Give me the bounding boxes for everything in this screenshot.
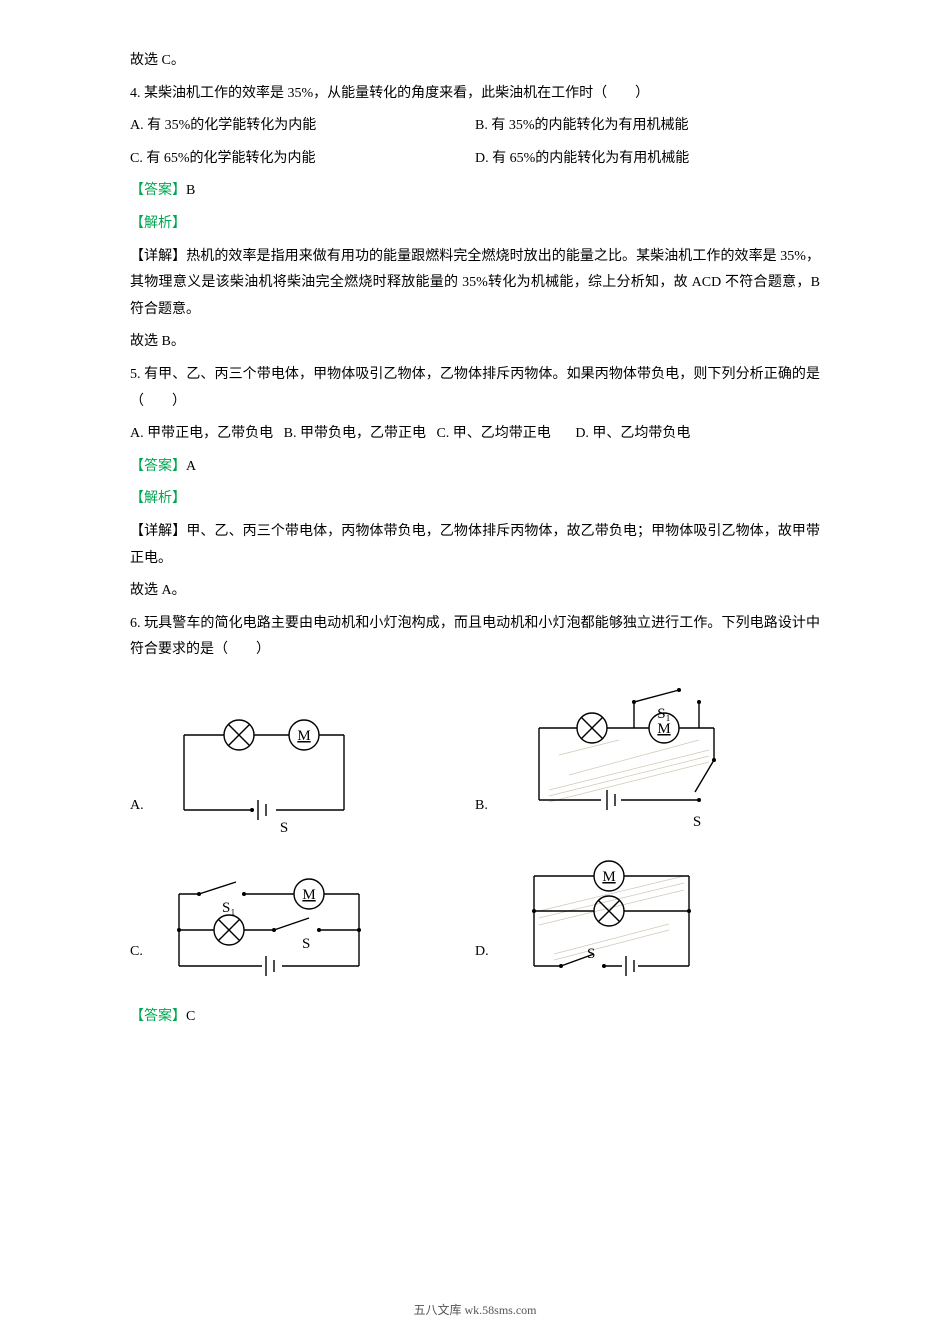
- hatch-bg: [549, 740, 709, 802]
- svg-text:S₁: S₁: [222, 900, 236, 916]
- parse-label: 【解析】: [130, 491, 186, 506]
- q5-answer: 【答案】A: [130, 454, 820, 481]
- svg-text:S: S: [302, 936, 310, 952]
- svg-text:M: M: [657, 721, 670, 737]
- answer-label: 【答案】: [130, 183, 186, 198]
- svg-text:M: M: [297, 728, 310, 744]
- svg-text:S: S: [280, 820, 288, 836]
- q4-options-row2: C. 有 65%的化学能转化为内能 D. 有 65%的内能转化为有用机械能: [130, 146, 820, 173]
- svg-text:S: S: [587, 946, 595, 962]
- circuit-a: M S: [154, 710, 374, 840]
- q4-answer-value: B: [186, 183, 195, 198]
- q5-option-c: C. 甲、乙均带正电: [436, 426, 550, 441]
- q5-parse-label: 【解析】: [130, 486, 820, 513]
- footer: 五八文库 wk.58sms.com: [0, 1299, 950, 1322]
- q5-option-d: D. 甲、乙均带负电: [575, 426, 690, 441]
- answer-label: 【答案】: [130, 1009, 186, 1024]
- q4-conclusion: 故选 B。: [130, 329, 820, 356]
- q4-option-a: A. 有 35%的化学能转化为内能: [130, 113, 475, 140]
- svg-text:M: M: [602, 869, 615, 885]
- q5-conclusion: 故选 A。: [130, 578, 820, 605]
- q5-option-a: A. 甲带正电，乙带负电: [130, 426, 273, 441]
- q4-parse-label: 【解析】: [130, 211, 820, 238]
- q4-answer: 【答案】B: [130, 178, 820, 205]
- svg-text:M: M: [302, 887, 315, 903]
- parse-label: 【解析】: [130, 216, 186, 231]
- q4-options-row1: A. 有 35%的化学能转化为内能 B. 有 35%的内能转化为有用机械能: [130, 113, 820, 140]
- q4-prompt: 4. 某柴油机工作的效率是 35%，从能量转化的角度来看，此柴油机在工作时（ ）: [130, 81, 820, 108]
- prev-conclusion: 故选 C。: [130, 48, 820, 75]
- q4-option-b: B. 有 35%的内能转化为有用机械能: [475, 113, 820, 140]
- svg-text:S: S: [693, 814, 701, 830]
- q6-figure-row-1: A. M: [130, 680, 820, 840]
- q6-figure-row-2: C. M S₁: [130, 856, 820, 986]
- q6-label-b: B.: [475, 793, 499, 840]
- q5-answer-value: A: [186, 459, 196, 474]
- circuit-b: S₁ M: [499, 680, 749, 840]
- q4-detail: 【详解】热机的效率是指用来做有用功的能量跟燃料完全燃烧时放出的能量之比。某柴油机…: [130, 244, 820, 324]
- q6-prompt: 6. 玩具警车的简化电路主要由电动机和小灯泡构成，而且电动机和小灯泡都能够独立进…: [130, 611, 820, 664]
- q4-option-d: D. 有 65%的内能转化为有用机械能: [475, 146, 820, 173]
- answer-label: 【答案】: [130, 459, 186, 474]
- circuit-d: M S: [499, 856, 719, 986]
- q6-cell-b: B. S₁: [475, 680, 820, 840]
- q5-options: A. 甲带正电，乙带负电 B. 甲带负电，乙带正电 C. 甲、乙均带正电 D. …: [130, 421, 820, 448]
- q6-cell-a: A. M: [130, 710, 475, 840]
- q6-answer: 【答案】C: [130, 1004, 820, 1031]
- q5-prompt: 5. 有甲、乙、丙三个带电体，甲物体吸引乙物体，乙物体排斥丙物体。如果丙物体带负…: [130, 362, 820, 415]
- q6-cell-c: C. M S₁: [130, 876, 475, 986]
- circuit-c: M S₁ S: [154, 876, 384, 986]
- q5-detail: 【详解】甲、乙、丙三个带电体，丙物体带负电，乙物体排斥丙物体，故乙带负电；甲物体…: [130, 519, 820, 572]
- q5-option-b: B. 甲带负电，乙带正电: [284, 426, 426, 441]
- page: 故选 C。 4. 某柴油机工作的效率是 35%，从能量转化的角度来看，此柴油机在…: [0, 0, 950, 1344]
- q6-answer-value: C: [186, 1009, 195, 1024]
- q6-label-c: C.: [130, 939, 154, 986]
- q6-cell-d: D. M: [475, 856, 820, 986]
- q6-label-d: D.: [475, 939, 499, 986]
- q6-label-a: A.: [130, 793, 154, 840]
- q4-option-c: C. 有 65%的化学能转化为内能: [130, 146, 475, 173]
- hatch-bg-d: [539, 876, 684, 960]
